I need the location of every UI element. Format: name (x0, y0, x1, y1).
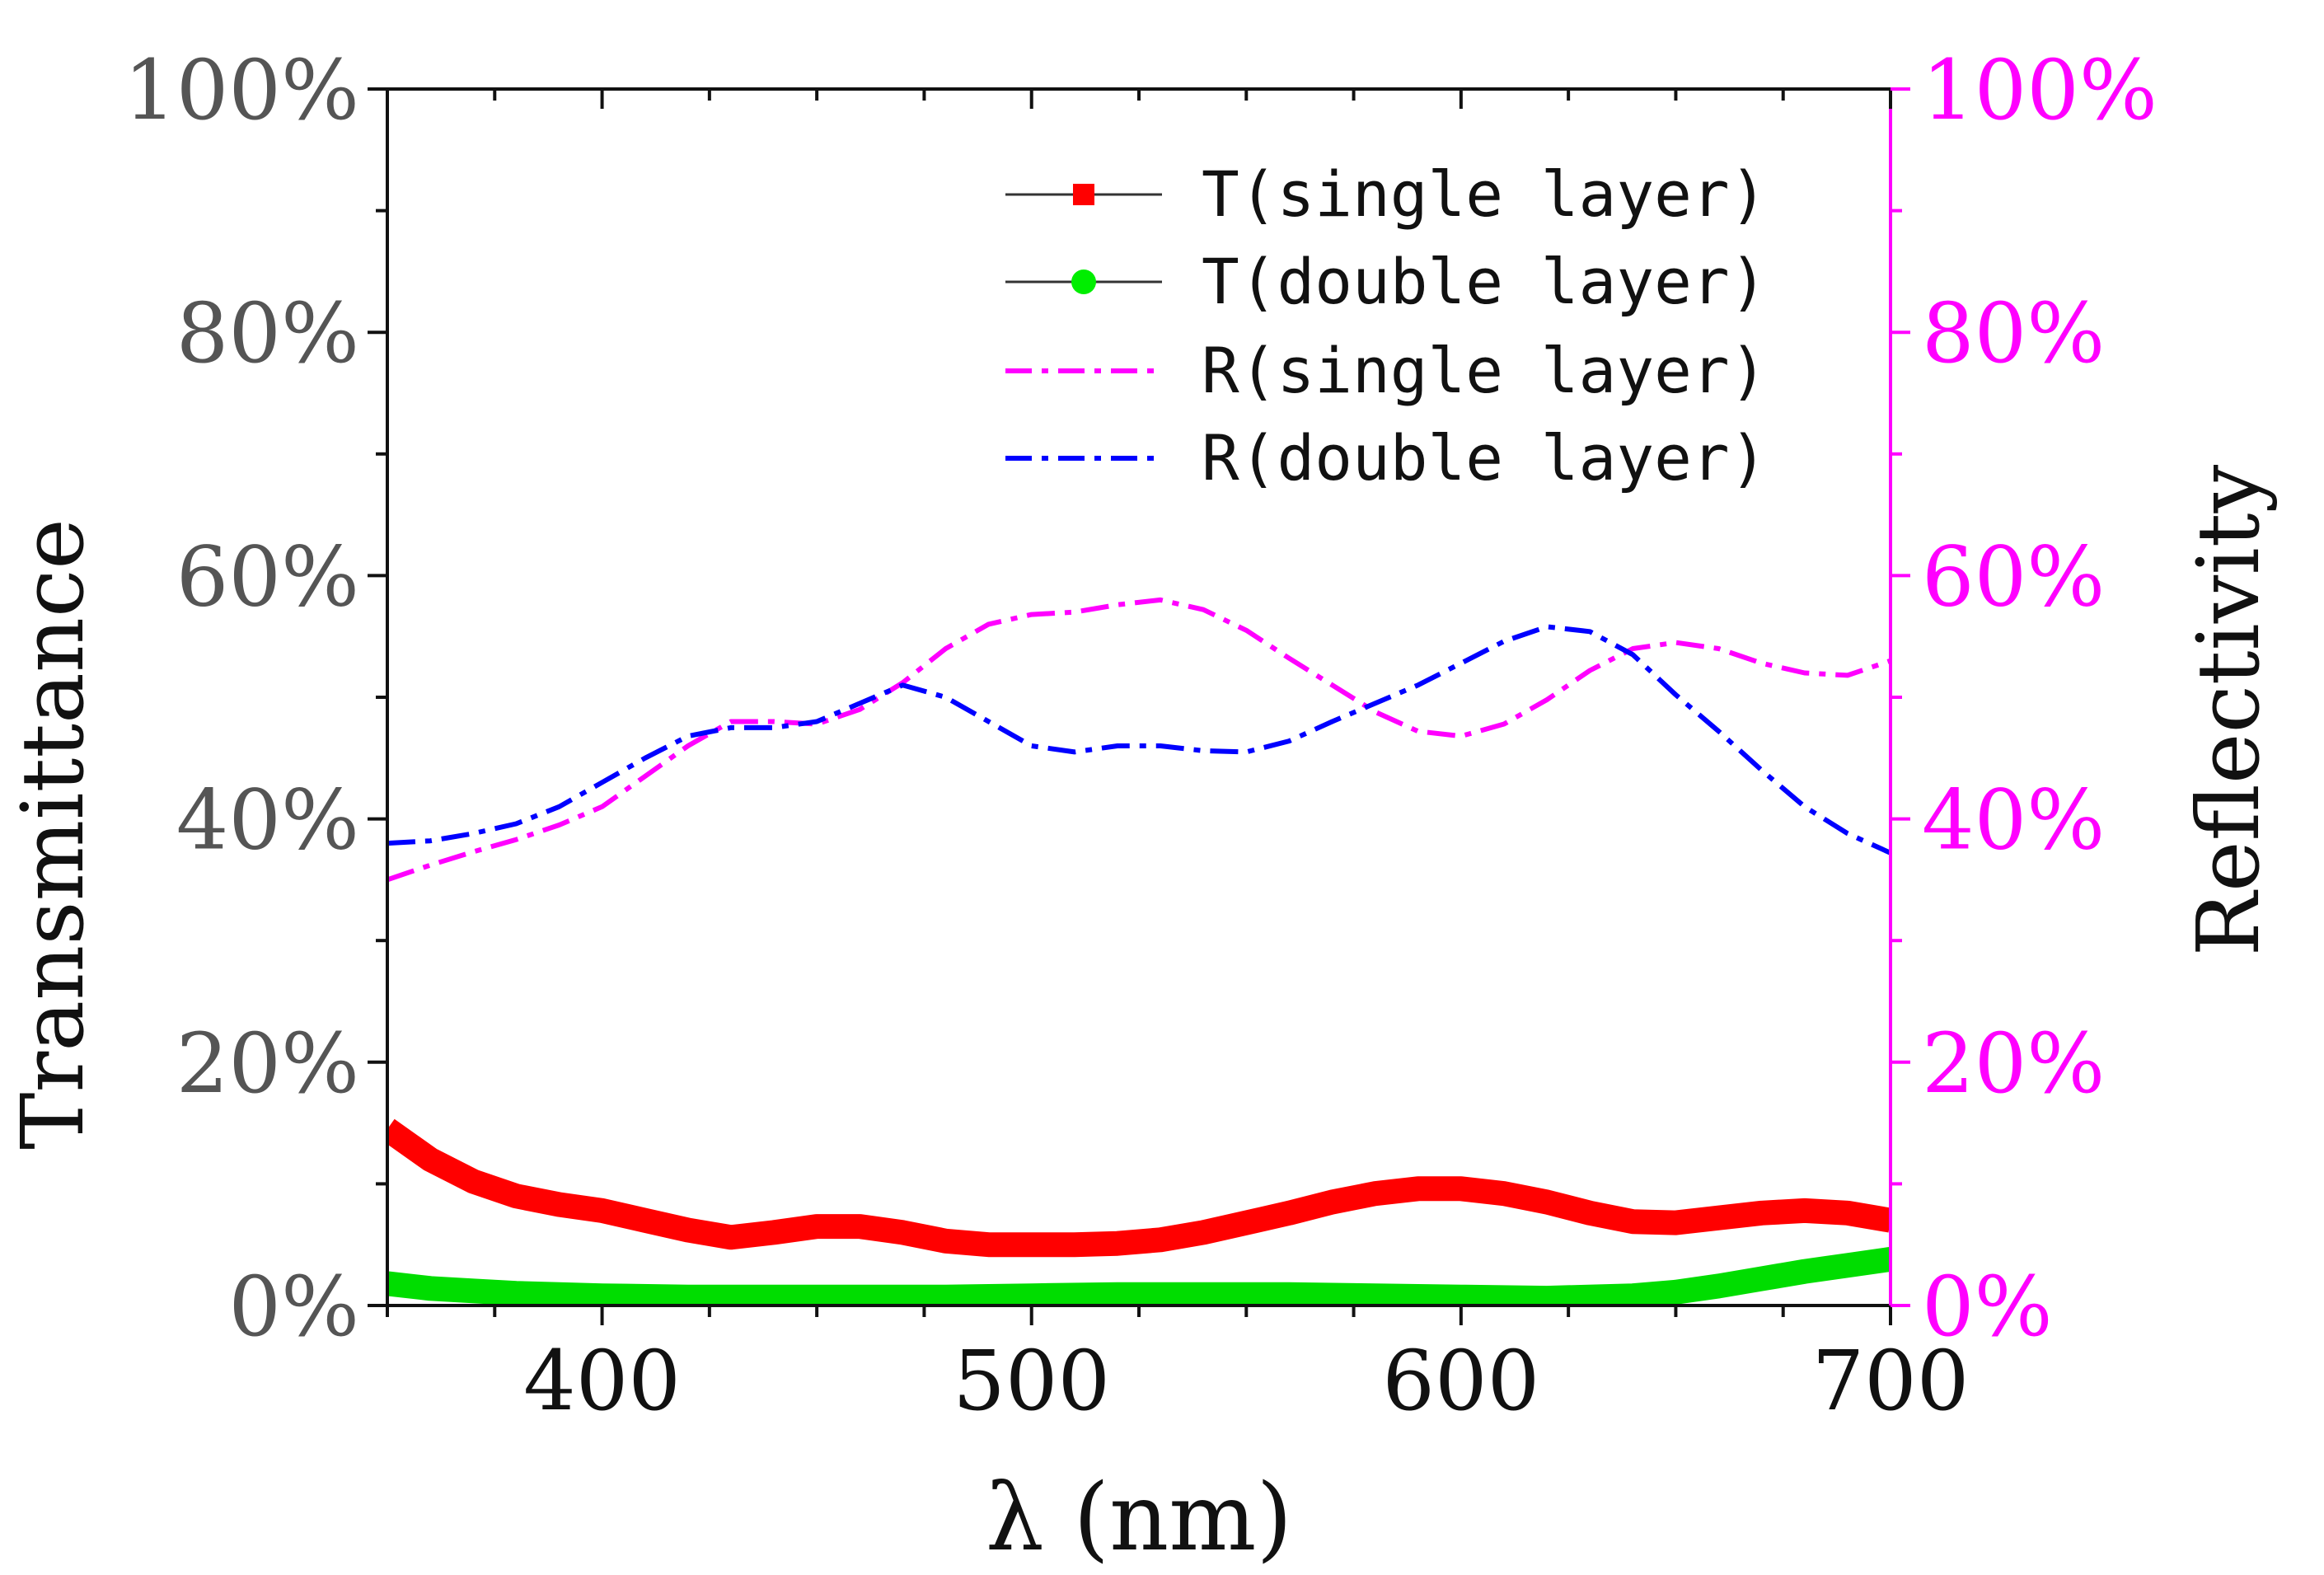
y-axis-left-title: Transmittance (2, 518, 103, 1150)
series-group (387, 597, 1891, 883)
chart-series-layer (387, 597, 1891, 1305)
x-tick-label: 600 (1382, 1333, 1539, 1429)
y-right-tick-label: 60% (1922, 528, 2105, 625)
chart-ticks: 400 500 600 7000%20%40%60%80%100%0%20%40%60… (124, 42, 2158, 1429)
y-right-tick-label: 100% (1922, 42, 2158, 138)
y-left-tick-label: 60% (176, 528, 359, 625)
y-left-tick-label: 0% (228, 1259, 359, 1355)
legend-item-r-single: R(single layer) (1005, 334, 1767, 407)
legend-marker-square-icon (1073, 184, 1094, 205)
y-axis-right-title: Reflectivity (2178, 464, 2279, 956)
series-line-r-single-layer (387, 597, 1891, 883)
y-right-tick-label: 40% (1922, 772, 2105, 869)
series-group (387, 624, 1891, 855)
y-right-tick-label: 80% (1922, 285, 2105, 382)
x-tick-label: 700 (1812, 1333, 1970, 1429)
series-line-t-double-layer (387, 1247, 1891, 1305)
legend-item-r-double: R(double layer) (1005, 421, 1767, 495)
legend-label-t-double: T(double layer) (1202, 245, 1767, 318)
y-right-tick-label: 20% (1922, 1015, 2105, 1112)
legend-item-t-double: T(double layer) (1005, 245, 1767, 318)
x-tick-label: 500 (953, 1333, 1110, 1429)
legend-marker-circle-icon (1071, 270, 1096, 294)
legend: T(single layer) T(double layer) R(single… (1005, 157, 1767, 495)
series-group (387, 1247, 1891, 1305)
y-left-tick-label: 40% (176, 772, 359, 869)
x-axis-title: λ (nm) (986, 1465, 1292, 1572)
y-left-tick-label: 80% (176, 285, 359, 382)
legend-label-r-single: R(single layer) (1202, 334, 1767, 407)
x-tick-label: 400 (523, 1333, 681, 1429)
series-group (387, 1118, 1891, 1258)
legend-label-r-double: R(double layer) (1202, 421, 1767, 495)
legend-label-t-single: T(single layer) (1202, 157, 1767, 231)
y-left-tick-label: 100% (124, 42, 359, 138)
y-right-tick-label: 0% (1922, 1259, 2053, 1355)
legend-item-t-single: T(single layer) (1005, 157, 1767, 231)
y-left-tick-label: 20% (176, 1015, 359, 1112)
series-line-r-double-layer (387, 624, 1891, 855)
series-line-t-single-layer (387, 1118, 1891, 1258)
